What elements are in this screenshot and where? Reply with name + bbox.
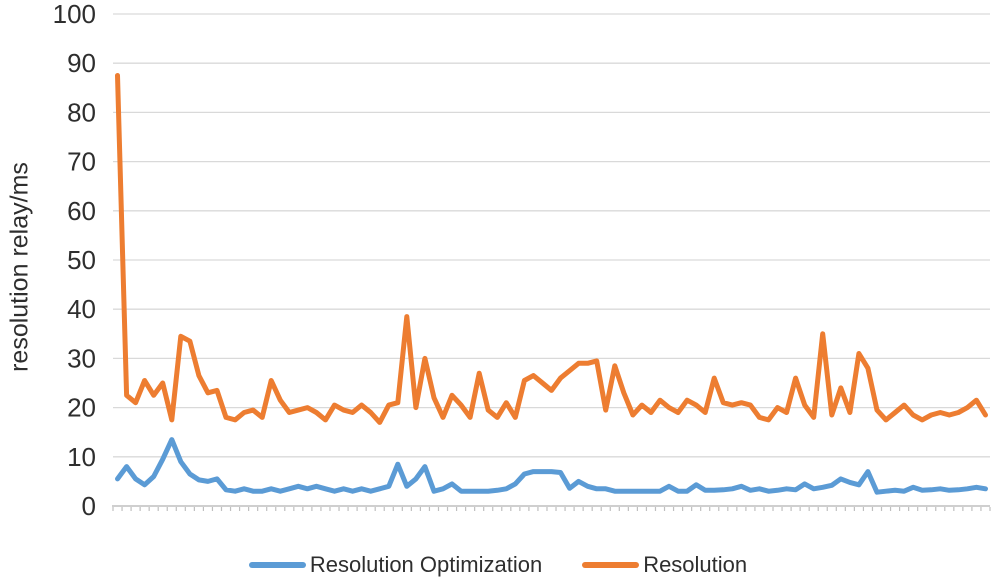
y-tick-label: 60 bbox=[67, 196, 96, 226]
series-line-resolution-optimization bbox=[115, 437, 988, 495]
y-tick-label: 100 bbox=[53, 0, 96, 29]
legend: Resolution Optimization Resolution bbox=[0, 552, 996, 578]
legend-label: Resolution Optimization bbox=[309, 552, 543, 577]
legend-line-swatch-orange bbox=[582, 562, 640, 568]
series-line-resolution bbox=[115, 73, 988, 425]
legend-label: Resolution bbox=[643, 552, 748, 577]
y-tick-label: 70 bbox=[67, 147, 96, 177]
y-tick-label: 80 bbox=[67, 97, 96, 127]
y-tick-label: 0 bbox=[82, 491, 96, 521]
y-tick-label: 50 bbox=[67, 245, 96, 275]
legend-item-resolution-optimization: Resolution Optimization bbox=[248, 552, 543, 578]
plot-area: 0 10 20 30 40 50 60 70 80 90 100 bbox=[53, 0, 991, 521]
legend-line-swatch-blue bbox=[248, 562, 306, 568]
y-tick-label: 40 bbox=[67, 294, 96, 324]
y-tick-label: 30 bbox=[67, 343, 96, 373]
legend-item-resolution: Resolution bbox=[582, 552, 747, 578]
y-tick-label: 20 bbox=[67, 393, 96, 423]
y-tick-label: 10 bbox=[67, 442, 96, 472]
y-tick-label: 90 bbox=[67, 48, 96, 78]
